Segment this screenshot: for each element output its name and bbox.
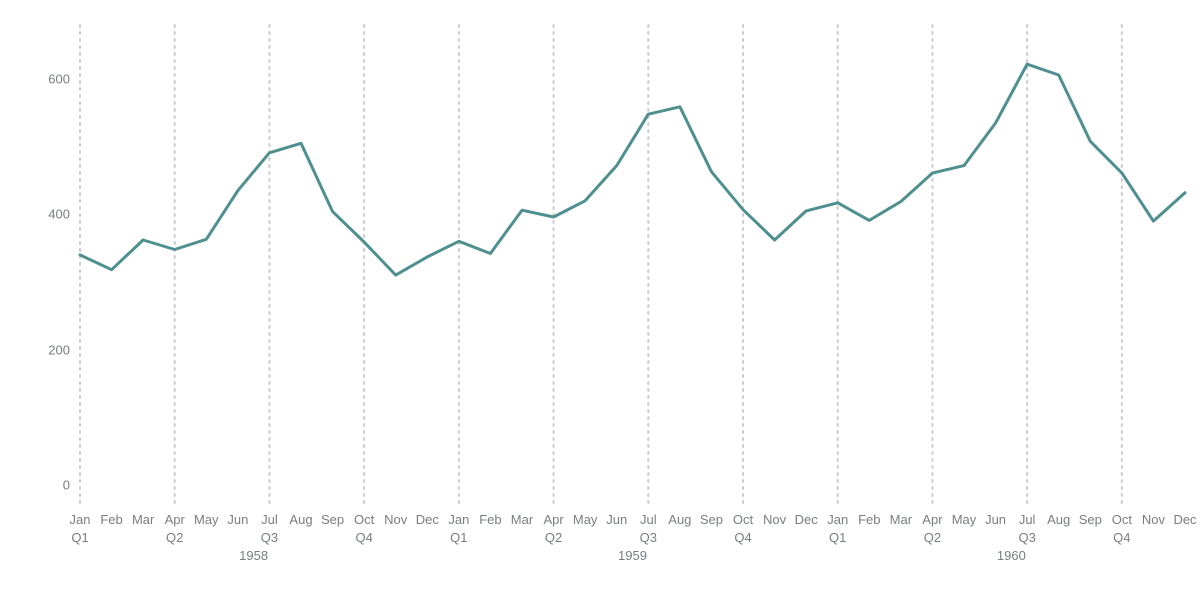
quarter-label: Q2 [545,530,562,545]
month-label: Oct [733,512,753,527]
month-label: Jan [70,512,91,527]
quarter-label: Q4 [1113,530,1130,545]
chart-svg [0,0,1200,600]
month-label: Aug [289,512,312,527]
quarter-label: Q4 [355,530,372,545]
month-label: Nov [1142,512,1165,527]
month-label: Mar [890,512,912,527]
month-label: Oct [1112,512,1132,527]
month-label: Dec [416,512,439,527]
y-tick-label: 400 [48,207,70,222]
y-tick-label: 200 [48,342,70,357]
month-label: May [573,512,598,527]
month-label: Dec [795,512,818,527]
month-label: Jan [448,512,469,527]
month-label: Sep [700,512,723,527]
month-label: Jul [261,512,278,527]
y-tick-label: 600 [48,72,70,87]
month-label: Apr [543,512,563,527]
quarter-label: Q1 [829,530,846,545]
line-chart: 0 200 400 600 Jan Feb Mar Apr May Jun Jul Aug Sep Oct… [0,0,1200,600]
quarter-label: Q1 [450,530,467,545]
month-label: May [194,512,219,527]
quarter-label: Q4 [734,530,751,545]
month-label: Apr [922,512,942,527]
month-label: Mar [132,512,154,527]
month-label: Oct [354,512,374,527]
quarter-label: Q3 [640,530,657,545]
month-label: Apr [165,512,185,527]
quarter-label: Q3 [1018,530,1035,545]
month-label: Nov [763,512,786,527]
month-label: Jun [985,512,1006,527]
month-label: May [952,512,977,527]
month-label: Feb [858,512,880,527]
month-label: Mar [511,512,533,527]
month-label: Aug [1047,512,1070,527]
month-label: Aug [668,512,691,527]
year-label: 1959 [618,548,647,563]
month-label: Sep [321,512,344,527]
quarter-label: Q2 [166,530,183,545]
y-tick-label: 0 [63,477,70,492]
month-label: Sep [1079,512,1102,527]
quarter-label: Q1 [71,530,88,545]
year-label: 1960 [997,548,1026,563]
month-label: Feb [479,512,501,527]
month-label: Nov [384,512,407,527]
year-label: 1958 [239,548,268,563]
quarter-label: Q2 [924,530,941,545]
month-label: Jul [640,512,657,527]
month-label: Dec [1173,512,1196,527]
month-label: Jun [606,512,627,527]
month-label: Jun [227,512,248,527]
data-line [80,64,1185,275]
quarter-label: Q3 [261,530,278,545]
month-label: Jan [827,512,848,527]
month-label: Feb [100,512,122,527]
month-label: Jul [1019,512,1036,527]
